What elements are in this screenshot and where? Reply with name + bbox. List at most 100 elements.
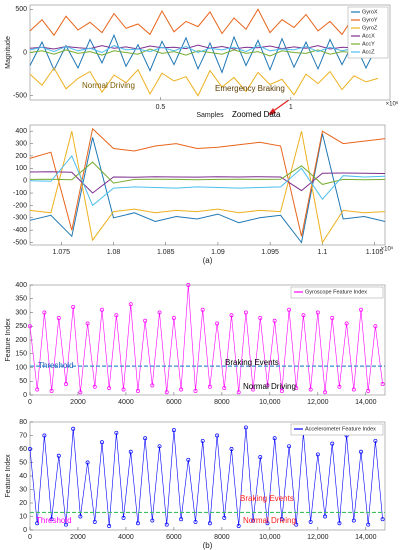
- caption: (b): [203, 541, 213, 550]
- y-tick-label: 100: [15, 165, 27, 172]
- series-line: [29, 131, 386, 244]
- marker: [207, 521, 212, 526]
- marker: [279, 388, 284, 393]
- legend-label: AccZ: [362, 49, 375, 55]
- series-line: [29, 33, 379, 74]
- marker: [71, 426, 76, 431]
- marker: [222, 515, 227, 520]
- legend-label: AccY: [362, 41, 375, 47]
- marker: [323, 514, 327, 519]
- marker: [107, 524, 112, 528]
- y-tick-label: 10: [19, 513, 27, 520]
- series-line: [29, 427, 383, 527]
- marker: [143, 436, 148, 441]
- marker: [78, 390, 83, 395]
- marker: [251, 387, 256, 392]
- plot-area: [29, 421, 386, 531]
- marker: [337, 521, 342, 526]
- marker: [229, 447, 234, 451]
- y-tick-label: 150: [15, 351, 27, 358]
- x-tick-label: 0: [28, 399, 32, 406]
- marker: [164, 522, 169, 527]
- y-tick-label: 0: [23, 49, 27, 56]
- y-tick-label: 50: [19, 378, 27, 385]
- y-tick-label: 50: [19, 459, 27, 466]
- y-tick-label: 40: [19, 473, 27, 480]
- y-tick-label: -500: [13, 93, 27, 100]
- marker: [35, 521, 40, 526]
- series-line: [29, 67, 379, 97]
- y-tick-label: 200: [15, 153, 27, 160]
- y-tick-label: 0: [23, 392, 27, 399]
- marker: [243, 310, 248, 315]
- y-tick-label: 300: [15, 309, 27, 316]
- legend-box: [290, 423, 384, 436]
- marker: [35, 387, 40, 392]
- y-axis-label: Magnitude: [5, 36, 12, 69]
- marker: [143, 318, 148, 323]
- annotation: Zoomed Data: [232, 110, 281, 119]
- marker: [49, 517, 54, 522]
- marker: [380, 382, 385, 386]
- marker: [42, 433, 47, 438]
- marker: [193, 388, 198, 393]
- marker: [272, 436, 277, 441]
- x-tick-label: 4000: [118, 534, 134, 541]
- marker: [315, 452, 320, 457]
- marker: [373, 324, 378, 329]
- series-line: [29, 171, 386, 194]
- marker: [121, 387, 126, 392]
- marker: [337, 384, 342, 389]
- y-tick-label: 300: [15, 140, 27, 147]
- marker: [157, 444, 162, 449]
- x-tick-label: 2000: [70, 399, 86, 406]
- x-tick-label: 1.075: [53, 249, 71, 256]
- legend-label: AccX: [362, 33, 375, 39]
- marker: [100, 307, 104, 312]
- x-tick-label: 1.105: [366, 249, 384, 256]
- plot-area: [29, 284, 386, 396]
- marker: [287, 307, 292, 312]
- marker: [85, 321, 90, 326]
- annotation: Normal Driving: [243, 382, 296, 391]
- marker: [71, 305, 76, 309]
- marker: [236, 390, 241, 395]
- y-tick-label: 250: [15, 323, 27, 330]
- marker: [207, 384, 212, 389]
- caption: (a): [203, 256, 213, 265]
- marker: [64, 522, 68, 527]
- series-line: [29, 127, 386, 237]
- y-tick-label: 400: [15, 128, 27, 135]
- marker: [157, 310, 162, 315]
- marker: [56, 453, 61, 458]
- marker: [186, 457, 191, 462]
- series-line: [29, 154, 386, 207]
- annotation: Normal Driving: [82, 81, 135, 90]
- x-tick-label: 12,000: [307, 534, 329, 541]
- y-tick-label: 100: [15, 364, 27, 371]
- marker: [100, 440, 104, 445]
- marker: [301, 313, 306, 318]
- marker: [150, 383, 155, 388]
- marker: [28, 324, 32, 329]
- x-tick-label: 0: [28, 534, 32, 541]
- x-tick-label: 1.1: [317, 249, 327, 256]
- x-tick-label: 4000: [118, 399, 134, 406]
- y-tick-label: -400: [13, 227, 27, 234]
- x-tick-label: 1.09: [211, 249, 225, 256]
- y-tick-label: -500: [13, 239, 27, 246]
- marker: [294, 386, 299, 391]
- x-tick-label: 2000: [70, 534, 86, 541]
- annotation: Threshold: [36, 516, 72, 525]
- marker: [265, 521, 270, 526]
- x-tick-label: 1: [289, 104, 293, 111]
- marker: [229, 313, 234, 318]
- marker: [323, 390, 327, 395]
- marker: [193, 519, 198, 524]
- series-line: [29, 45, 379, 54]
- marker: [107, 386, 112, 391]
- annotation: Braking Events: [240, 494, 294, 503]
- y-tick-label: -300: [13, 215, 27, 222]
- legend-label: GyroZ: [362, 25, 378, 31]
- legend-box: [347, 6, 389, 59]
